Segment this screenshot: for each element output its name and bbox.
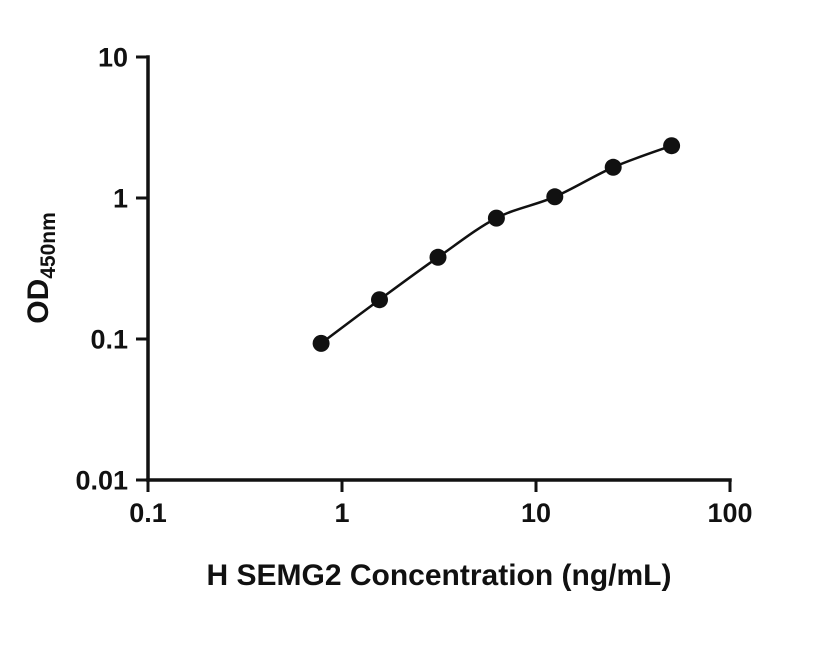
y-axis-title-main: OD <box>22 279 55 324</box>
x-tick-label: 10 <box>521 498 551 528</box>
data-point-marker <box>546 188 564 206</box>
x-tick-label: 0.1 <box>129 498 167 528</box>
x-axis-title: H SEMG2 Concentration (ng/mL) <box>207 559 672 592</box>
data-point-marker <box>429 248 447 266</box>
data-point-marker <box>604 158 622 176</box>
y-tick-label: 10 <box>98 43 128 73</box>
y-tick-label: 0.1 <box>90 325 128 355</box>
data-point-marker <box>371 291 388 309</box>
y-tick-label: 0.01 <box>75 466 128 496</box>
data-point-marker <box>663 137 681 155</box>
data-point-marker <box>312 334 330 352</box>
data-point-marker <box>487 209 505 227</box>
x-tick-label: 1 <box>334 498 349 528</box>
plot-layer <box>312 137 681 352</box>
y-tick-label: 1 <box>113 184 128 214</box>
y-axis-title-subscript: 450nm <box>37 212 60 279</box>
x-tick-label: 100 <box>707 498 752 528</box>
fit-curve <box>320 144 673 345</box>
y-axis-title: OD450nm <box>22 212 60 324</box>
